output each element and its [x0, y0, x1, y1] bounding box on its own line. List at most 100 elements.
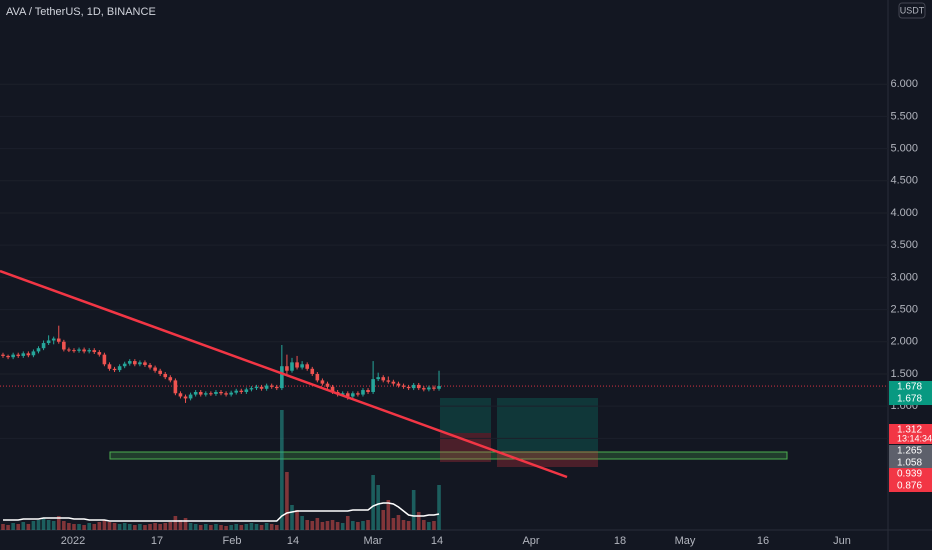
volume-bar: [122, 523, 127, 530]
volume-bar: [422, 520, 426, 530]
candle-body: [300, 364, 304, 368]
symbol-title: AVA / TetherUS, 1D, BINANCE: [6, 6, 156, 18]
volume-bar: [46, 520, 51, 530]
candle-body: [422, 388, 426, 390]
volume-bar: [112, 523, 117, 530]
candle-body: [416, 384, 421, 389]
volume-bar: [209, 525, 213, 530]
candle-body: [305, 364, 309, 369]
candle-body: [6, 355, 10, 358]
candle-body: [264, 385, 269, 389]
long-position-loss[interactable]: [497, 451, 598, 467]
volume-bar: [391, 518, 396, 530]
volume-bar: [366, 520, 370, 530]
volume-bar: [143, 525, 147, 530]
candle-body: [295, 362, 299, 368]
candle-body: [219, 391, 223, 394]
candle-body: [21, 353, 26, 356]
volume-bar: [102, 520, 107, 530]
candle-body: [204, 393, 208, 395]
candle-body: [62, 341, 66, 350]
candle-body: [259, 386, 264, 389]
volume-bar: [411, 490, 416, 530]
volume-bar: [340, 523, 345, 530]
volume-bar: [62, 521, 66, 530]
candle-body: [183, 396, 188, 399]
drawings: [109, 398, 788, 467]
price-tag-label: 1.678: [897, 382, 922, 393]
candle-body: [112, 368, 117, 371]
volume-bar: [148, 524, 152, 530]
candle-body: [143, 362, 147, 365]
candle-body: [366, 390, 370, 392]
candle-body: [356, 393, 360, 395]
y-tick-label: 4.500: [890, 175, 918, 187]
volume-bar: [432, 521, 436, 530]
price-tag-label: 1.678: [897, 394, 922, 405]
volume-bar: [204, 524, 208, 530]
volume-bar: [330, 520, 335, 530]
candle-body: [188, 394, 193, 399]
candle-body: [148, 364, 152, 368]
y-tick-label: 5.000: [890, 142, 918, 154]
candle-body: [330, 386, 335, 392]
support-zone[interactable]: [109, 451, 788, 460]
long-position-profit[interactable]: [440, 398, 491, 433]
volume-bar: [285, 472, 289, 530]
volume-bar: [305, 520, 309, 530]
volume-bar: [77, 524, 81, 530]
volume-bar: [41, 518, 46, 530]
trend-line[interactable]: [0, 269, 568, 479]
y-tick-label: 3.500: [890, 239, 918, 251]
candle-body: [41, 343, 46, 349]
x-tick-label: 16: [757, 535, 769, 547]
volume-bar: [295, 510, 299, 530]
volume-bar: [310, 521, 315, 530]
candle-body: [320, 380, 325, 384]
candle-body: [97, 352, 102, 355]
volume-bar: [188, 523, 193, 530]
candle-body: [31, 351, 36, 356]
candle-body: [1, 354, 5, 356]
volume-bar: [224, 526, 228, 530]
volume-bar: [31, 521, 36, 530]
candle-body: [16, 354, 21, 356]
volume-bar: [158, 524, 162, 530]
currency-label[interactable]: USDT: [900, 5, 925, 15]
volume-bar: [335, 522, 340, 530]
volume-bar: [356, 522, 360, 530]
candle-body: [163, 373, 168, 378]
candle-body: [381, 377, 386, 381]
candle-body: [254, 386, 259, 389]
volume-bar: [229, 525, 233, 530]
volume-bar: [1, 524, 5, 530]
currency-button[interactable]: [898, 2, 926, 19]
volume-bar: [274, 525, 279, 530]
volume-bar: [371, 475, 375, 530]
price-tag: [889, 393, 932, 405]
candle-body: [280, 366, 284, 389]
volume-bar: [437, 485, 441, 530]
candle-body: [107, 364, 112, 369]
y-tick-label: 2.500: [890, 303, 918, 315]
volume-bar: [325, 521, 330, 530]
volume-bar: [163, 523, 168, 530]
volume-bar: [133, 525, 137, 530]
candle-body: [391, 381, 396, 384]
x-tick-label: May: [675, 535, 696, 547]
price-tag: [889, 445, 932, 457]
candle-body: [56, 338, 61, 342]
volume-bar: [290, 505, 294, 530]
x-tick-label: 14: [287, 535, 299, 547]
volume-bar: [178, 520, 183, 530]
long-position-profit[interactable]: [497, 398, 598, 451]
y-tick-label: 2.000: [890, 336, 918, 348]
y-tick-label: 6.000: [890, 78, 918, 90]
volume-bar: [361, 521, 365, 530]
volume-bar: [56, 516, 61, 530]
candle-body: [274, 386, 279, 389]
candle-body: [198, 391, 203, 395]
volume-bar: [396, 515, 401, 530]
